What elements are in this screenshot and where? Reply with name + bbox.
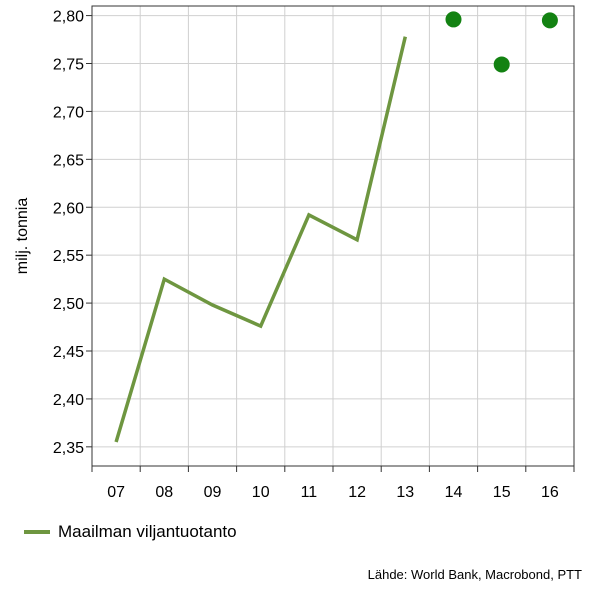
x-tick-label: 08 — [155, 484, 173, 501]
chart-grid — [92, 6, 574, 466]
y-tick-label: 2,75 — [53, 57, 84, 74]
series-line — [114, 36, 408, 443]
x-tick-label: 16 — [541, 484, 559, 501]
forecast-point — [445, 11, 462, 28]
y-tick-label: 2,60 — [53, 200, 84, 217]
y-tick-label: 2,50 — [53, 296, 84, 313]
x-tick-label: 15 — [493, 484, 511, 501]
y-tick-label: 2,45 — [53, 344, 84, 361]
legend-swatch — [24, 530, 50, 534]
x-tick-label: 10 — [252, 484, 270, 501]
chart-marks — [114, 11, 558, 443]
y-tick-label: 2,80 — [53, 9, 84, 26]
y-tick-label: 2,65 — [53, 152, 84, 169]
y-tick-label: 2,35 — [53, 440, 84, 457]
x-tick-label: 11 — [301, 484, 318, 501]
chart-axes: 2,35 2,40 2,45 2,50 2,55 2,60 2,65 2,70 2,75 2,80… — [53, 9, 575, 501]
legend-label: Maailman viljantuotanto — [58, 522, 237, 541]
x-tick-label: 09 — [204, 484, 222, 501]
forecast-point — [493, 56, 510, 73]
x-tick-label: 12 — [348, 484, 366, 501]
legend: Maailman viljantuotanto — [24, 522, 237, 542]
source-note: Lähde: World Bank, Macrobond, PTT — [367, 567, 582, 582]
x-tick-label: 13 — [396, 484, 414, 501]
forecast-point — [541, 12, 558, 29]
y-tick-label: 2,40 — [53, 392, 84, 409]
y-axis-label: milj. tonnia — [14, 198, 31, 275]
y-tick-label: 2,70 — [53, 104, 84, 121]
x-tick-label: 07 — [107, 484, 125, 501]
x-tick-label: 14 — [445, 484, 463, 501]
y-tick-label: 2,55 — [53, 248, 84, 265]
